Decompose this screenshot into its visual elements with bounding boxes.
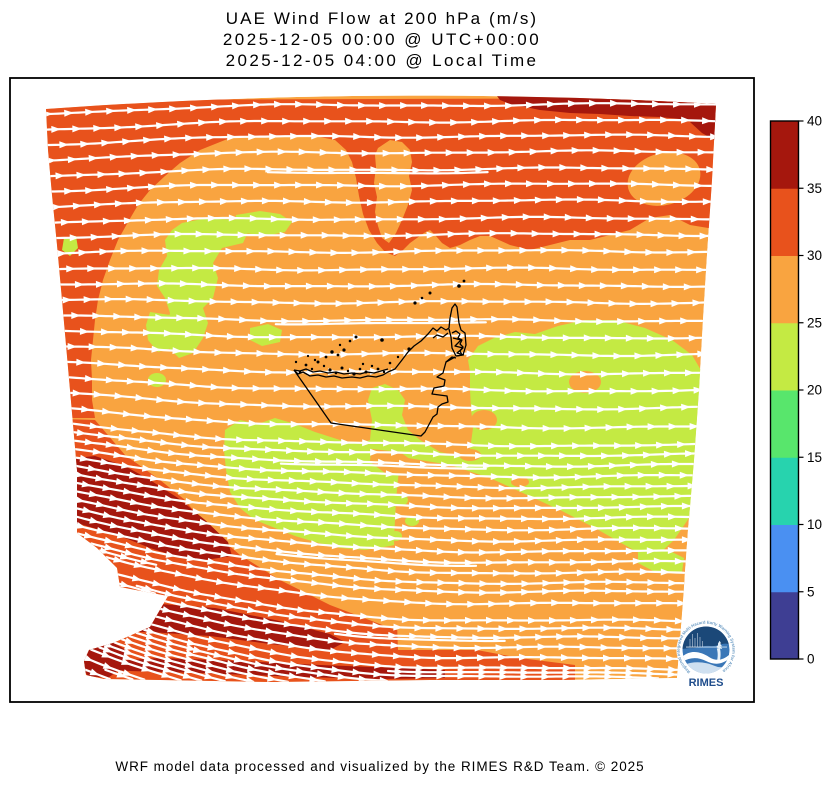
svg-text:10: 10 [807, 517, 822, 532]
svg-text:5: 5 [807, 584, 815, 599]
svg-text:WRF model data processed and v: WRF model data processed and visualized … [115, 759, 644, 774]
svg-text:25: 25 [807, 315, 822, 330]
svg-text:2025-12-05 00:00 @ UTC+00:00: 2025-12-05 00:00 @ UTC+00:00 [223, 30, 541, 49]
svg-text:30: 30 [807, 248, 822, 263]
svg-text:0: 0 [807, 652, 815, 667]
svg-text:20: 20 [807, 383, 822, 398]
svg-text:35: 35 [807, 181, 822, 196]
svg-text:RIMES: RIMES [689, 677, 724, 689]
svg-text:UAE Wind Flow at 200 hPa (m/s): UAE Wind Flow at 200 hPa (m/s) [226, 9, 538, 28]
svg-text:2025-12-05 04:00 @ Local Time: 2025-12-05 04:00 @ Local Time [226, 51, 539, 70]
svg-text:15: 15 [807, 450, 822, 465]
svg-text:40: 40 [807, 114, 822, 129]
